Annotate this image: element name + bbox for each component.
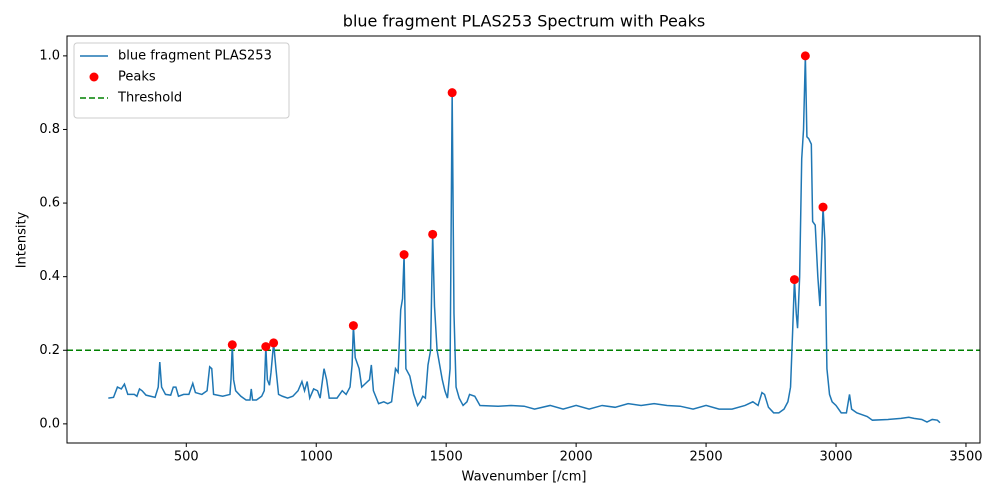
legend-label: Threshold: [117, 91, 182, 106]
legend-symbol: [89, 72, 99, 82]
peak-marker: [818, 202, 828, 212]
x-tick-label: 1000: [300, 450, 333, 465]
x-tick-label: 3000: [819, 450, 852, 465]
x-tick-label: 1500: [430, 450, 463, 465]
peak-marker: [399, 250, 409, 260]
legend-box: [73, 42, 290, 119]
y-tick-label: 0.8: [39, 122, 60, 137]
legend: blue fragment PLAS253 Peaks Threshold: [73, 42, 290, 119]
chart-title: blue fragment PLAS253 Spectrum with Peak…: [343, 12, 705, 31]
peak-marker: [261, 342, 271, 352]
legend-label: blue fragment PLAS253: [118, 49, 272, 64]
spectrum-line: [108, 55, 941, 424]
y-tick-label: 0.2: [39, 343, 60, 358]
y-tick-label: 1.0: [39, 48, 60, 63]
plot-frame: [66, 35, 981, 444]
peak-marker: [269, 338, 279, 348]
x-tick-label: 3500: [949, 450, 982, 465]
y-tick-label: 0.0: [39, 416, 60, 431]
peak-marker: [800, 51, 810, 61]
x-tick-label: 500: [174, 450, 199, 465]
x-tick-label: 2500: [690, 450, 723, 465]
peak-marker: [447, 88, 457, 98]
peak-marker: [348, 321, 358, 331]
peak-marker: [227, 340, 237, 350]
x-axis-label: Wavenumber [/cm]: [462, 470, 587, 485]
x-tick-label: 2000: [560, 450, 593, 465]
y-axis-label: Intensity: [15, 211, 30, 268]
peak-marker: [789, 275, 799, 285]
y-tick-label: 0.4: [39, 269, 60, 284]
legend-label: Peaks: [118, 70, 156, 85]
y-tick-label: 0.6: [39, 196, 60, 211]
peak-marker: [428, 229, 438, 239]
plot-area: [67, 51, 980, 424]
